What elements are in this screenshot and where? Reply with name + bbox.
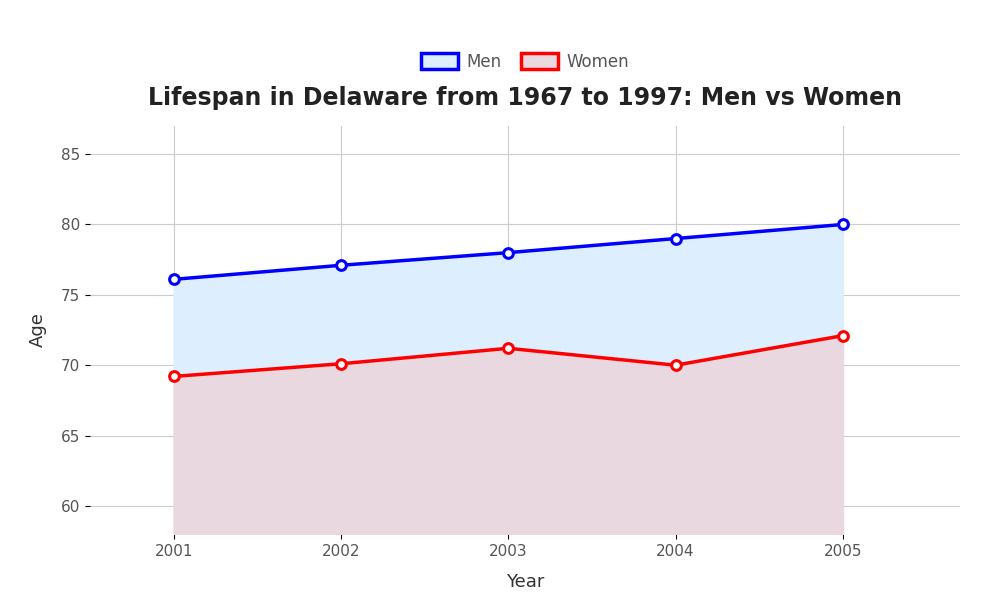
X-axis label: Year: Year (506, 572, 544, 590)
Title: Lifespan in Delaware from 1967 to 1997: Men vs Women: Lifespan in Delaware from 1967 to 1997: … (148, 86, 902, 110)
Y-axis label: Age: Age (29, 313, 47, 347)
Legend: Men, Women: Men, Women (413, 44, 637, 79)
